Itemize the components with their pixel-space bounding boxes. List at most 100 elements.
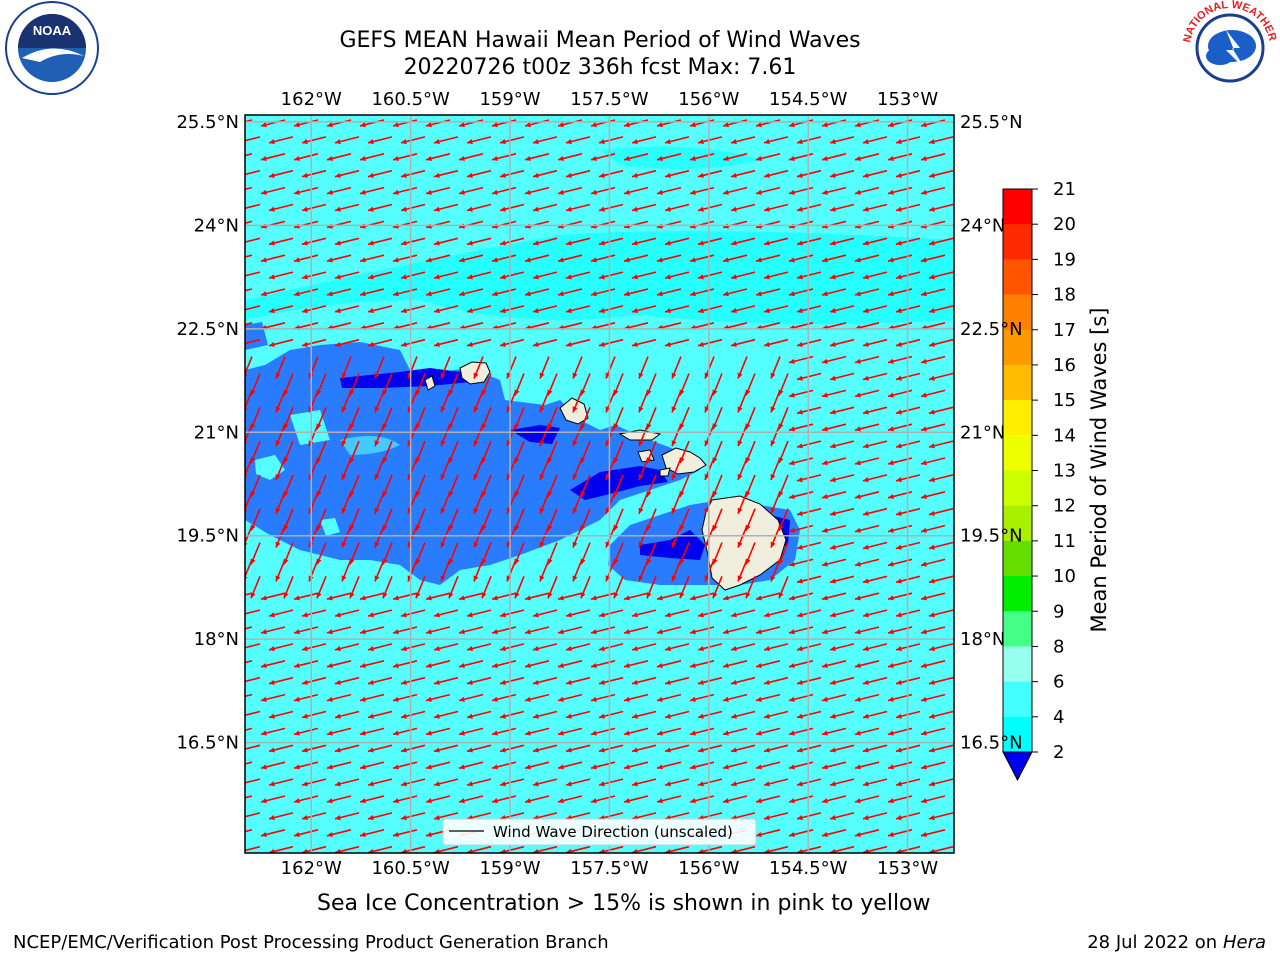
wind-arrow (275, 525, 286, 548)
wind-arrow (928, 169, 954, 178)
colorbar-segment (1003, 294, 1032, 331)
wind-arrow (275, 559, 286, 582)
wind-arrow (466, 237, 492, 246)
wind-arrow (656, 254, 682, 263)
wind-arrow (374, 457, 385, 481)
wind-arrow (539, 423, 550, 447)
wind-arrow (737, 390, 748, 413)
wind-arrow (392, 119, 418, 128)
wind-arrow (788, 524, 814, 533)
wind-arrow (359, 119, 385, 128)
wind-arrow (275, 423, 286, 447)
wind-arrow (433, 305, 459, 314)
wind-arrow (854, 423, 880, 432)
wind-arrow (697, 305, 723, 314)
wind-arrow (755, 795, 781, 804)
bottom-lon-label: 153°W (877, 858, 938, 879)
wind-arrow (334, 710, 360, 719)
wind-arrow (730, 169, 756, 178)
wind-arrow (268, 136, 294, 145)
wind-arrow (862, 676, 888, 685)
colorbar-segment (1003, 505, 1032, 542)
wind-arrow (697, 136, 723, 145)
wind-arrow (755, 119, 781, 128)
footer-date: 28 Jul 2022 on Hera (1087, 932, 1266, 953)
wind-arrow (293, 829, 319, 838)
wind-arrow (433, 169, 459, 178)
wind-arrow (671, 491, 682, 515)
wind-arrow (829, 609, 855, 618)
wind-arrow (689, 254, 715, 263)
wind-arrow (862, 643, 888, 652)
ocean-blue-region (245, 342, 700, 585)
colorbar: 21 20 19 18 17 16 15 14 13 12 11 10 9 8 6 4 2 (1002, 179, 1076, 782)
wind-arrow (737, 423, 748, 447)
wind-arrow (359, 254, 385, 263)
wind-arrow (245, 676, 261, 683)
wind-arrow (862, 372, 888, 381)
wind-arrow (359, 153, 385, 162)
wind-arrow (565, 778, 591, 787)
wind-arrow (374, 525, 385, 548)
wind-arrow (722, 761, 748, 770)
top-lon-label: 157.5°W (570, 89, 649, 110)
wind-arrow (755, 660, 781, 669)
wind-arrow (359, 288, 385, 297)
wind-arrow (920, 626, 946, 635)
wind-arrow (572, 457, 583, 481)
wind-arrow (770, 491, 781, 515)
wind-arrow (326, 626, 352, 635)
wind-arrow (829, 541, 855, 550)
wind-arrow (334, 169, 360, 178)
wind-arrow (301, 845, 327, 853)
wind-arrow (631, 169, 657, 178)
wind-arrow (425, 761, 451, 770)
wind-arrow (821, 795, 847, 804)
wind-arrow (821, 355, 847, 364)
wind-arrow (268, 643, 294, 652)
wind-arrow (664, 237, 690, 246)
wind-arrow (458, 660, 484, 669)
wind-arrow (440, 390, 451, 413)
right-lat-label: 16.5°N (960, 733, 1023, 754)
right-lat-label: 19.5°N (960, 526, 1023, 547)
wind-arrow (572, 559, 583, 582)
wind-arrow (829, 169, 855, 178)
wind-arrow (730, 609, 756, 618)
wind-arrow (293, 153, 319, 162)
wind-arrow (598, 609, 624, 618)
wind-arrow (374, 559, 385, 582)
wind-arrow (689, 288, 715, 297)
wind-arrow (854, 761, 880, 770)
wind-arrow (293, 186, 319, 195)
colorbar-tick-label: 19 (1053, 249, 1076, 270)
wind-arrow (656, 288, 682, 297)
wind-arrow (245, 203, 261, 210)
wind-arrow (367, 271, 393, 280)
wind-arrow (359, 592, 385, 601)
wind-arrow (260, 186, 286, 195)
wind-arrow (656, 761, 682, 770)
wind-arrow (433, 338, 459, 347)
wind-arrow (697, 271, 723, 280)
wind-arrow (631, 237, 657, 246)
wind-arrow (565, 643, 591, 652)
wind-arrow (400, 609, 426, 618)
wind-arrow (590, 153, 616, 162)
wind-arrow (524, 626, 550, 635)
wind-arrow (260, 626, 286, 635)
wind-arrow (854, 795, 880, 804)
wind-arrow (755, 829, 781, 838)
colorbar-segment (1003, 576, 1032, 612)
wind-arrow (829, 406, 855, 415)
wind-arrow (367, 710, 393, 719)
wind-arrow (829, 271, 855, 280)
wind-arrow (491, 186, 517, 195)
wind-arrow (260, 693, 286, 702)
wind-arrow (275, 390, 286, 413)
wind-arrow (928, 541, 954, 550)
wind-arrow (268, 237, 294, 246)
wind-arrow (920, 660, 946, 669)
wind-arrow (664, 710, 690, 719)
